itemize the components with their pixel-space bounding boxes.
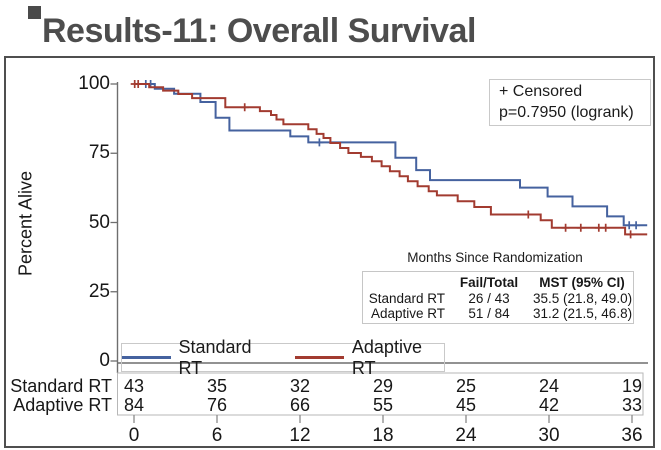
axis-lines [116,82,648,373]
y-tick-label: 100 [78,73,110,94]
adaptive-rt-curve [134,83,648,236]
y-tick-label: 0 [99,350,110,371]
x-axis-title: Months Since Randomization [407,250,583,265]
censored-note-box: + Censored p=0.7950 (logrank) [489,79,651,126]
at-risk-count-adaptive-rt: 55 [372,395,394,415]
at-risk-count-adaptive-rt: 76 [206,395,228,415]
legend-label-standard-rt: Standard RT [178,336,252,378]
at-risk-count-standard-rt: 32 [289,376,311,396]
x-tick-label: 12 [289,425,311,446]
y-axis-title: Percent Alive [15,170,36,277]
y-tick-label: 50 [88,211,110,233]
chart-frame [4,56,655,448]
at-risk-count-adaptive-rt: 84 [123,395,145,415]
at-risk-count-adaptive-rt: 33 [621,395,643,415]
summary-header-mst: MST (95% CI) [539,275,625,290]
at-risk-box [117,372,644,416]
summary-header-fail-total: Fail/Total [459,275,519,290]
x-tick-label: 18 [372,425,394,446]
adaptive-rt-line-swatch-icon [295,356,344,359]
x-tick-label: 24 [455,425,477,446]
at-risk-count-standard-rt: 35 [206,376,228,396]
at-risk-label-adaptive-rt: Adaptive RT [13,395,112,415]
legend-label-adaptive-rt: Adaptive RT [351,336,422,378]
x-tick-label: 30 [538,425,560,446]
x-tick-label: 0 [128,425,140,446]
title-bullet-square [28,6,41,19]
x-tick-label: 36 [621,425,643,446]
summary-mst-adaptive-rt: 31.2 (21.5, 46.8) [533,306,633,321]
series-legend: Standard RT Adaptive RT [121,337,445,378]
summary-mst-standard-rt: 35.5 (21.8, 49.0) [533,291,633,306]
at-risk-count-adaptive-rt: 66 [289,395,311,415]
censored-note: + Censored [499,83,583,100]
at-risk-count-standard-rt: 43 [123,376,145,396]
summary-row-label-standard-rt: Standard RT [368,291,445,306]
at-risk-label-standard-rt: Standard RT [10,376,112,396]
standard-rt-curve [134,83,648,227]
at-risk-count-adaptive-rt: 42 [538,395,560,415]
at-risk-count-standard-rt: 25 [455,376,477,396]
page-title: Results-11: Overall Survival [42,12,476,50]
at-risk-count-standard-rt: 24 [538,376,560,396]
at-risk-count-standard-rt: 29 [372,376,394,396]
adaptive-rt-censor-marks [130,80,635,239]
x-tick-label: 6 [211,425,223,446]
summary-fail-total-adaptive-rt: 51 / 84 [468,306,510,321]
at-risk-count-standard-rt: 19 [621,376,643,396]
summary-row-label-adaptive-rt: Adaptive RT [370,306,445,321]
y-tick-label: 75 [88,142,110,164]
at-risk-count-adaptive-rt: 45 [455,395,477,415]
summary-table: Fail/Total MST (95% CI) Standard RT 26 /… [362,271,634,324]
y-tick-label: 25 [88,280,110,302]
pvalue-note: p=0.7950 (logrank) [499,104,634,121]
summary-fail-total-standard-rt: 26 / 43 [468,291,510,306]
standard-rt-line-swatch-icon [122,356,171,359]
